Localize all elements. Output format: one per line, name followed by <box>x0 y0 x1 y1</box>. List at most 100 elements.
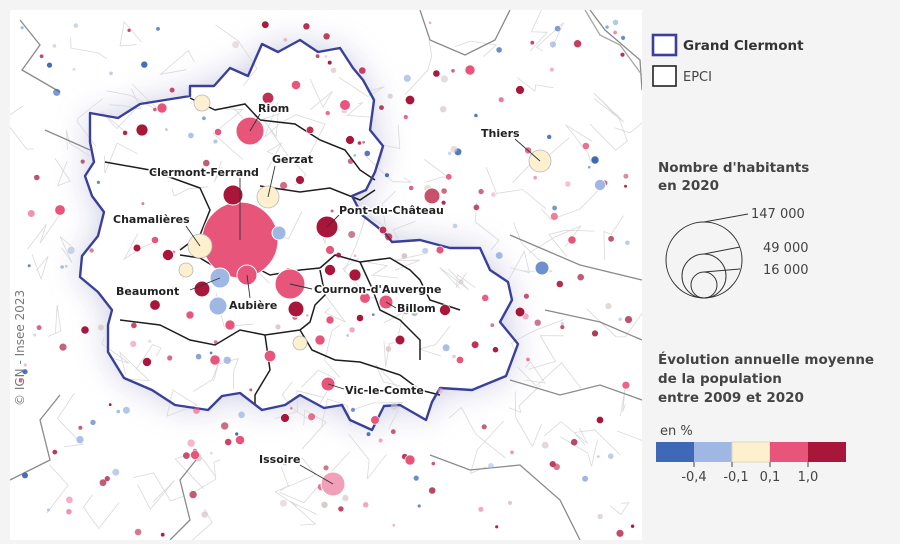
commune-dot <box>141 202 145 206</box>
commune-dot <box>495 525 499 529</box>
commune-bubble <box>378 225 388 235</box>
commune-dot <box>280 181 288 190</box>
commune-dot <box>390 403 398 410</box>
commune-dot <box>213 340 218 344</box>
commune-dot <box>474 113 478 118</box>
label-clermont-ferrand: Clermont-Ferrand <box>149 166 259 179</box>
commune-dot <box>321 501 328 508</box>
commune-dot <box>156 27 160 31</box>
label-pont-du-chateau: Pont-du-Château <box>339 204 444 217</box>
legend-size-value-large: 147 000 <box>751 207 805 222</box>
commune-dot <box>565 181 571 187</box>
external-boundaries <box>10 10 642 540</box>
commune-dot <box>530 40 535 45</box>
legend-break-4: 1,0 <box>798 470 819 485</box>
commune-bubble <box>435 245 445 255</box>
commune-dot <box>141 288 146 293</box>
commune-dot <box>582 142 590 150</box>
commune-bubble <box>235 435 245 445</box>
commune-dot <box>275 324 281 330</box>
commune-dot <box>442 344 450 352</box>
legend-class-swatch-3 <box>731 441 771 463</box>
commune-dot <box>553 463 560 471</box>
commune-dot <box>303 23 310 30</box>
commune-dot <box>549 41 557 48</box>
bubble-lempdes-blue <box>271 225 287 241</box>
commune-dot <box>282 460 288 466</box>
commune-dot <box>411 309 418 316</box>
legend-perimeter-label: Grand Clermont <box>683 38 804 54</box>
commune-dot <box>325 110 330 116</box>
place-bubble-aubiere[interactable] <box>208 296 228 316</box>
legend-break-3: 0,1 <box>760 470 781 485</box>
commune-bubble <box>151 236 159 244</box>
commune-dot <box>478 506 484 512</box>
commune-dot <box>385 346 392 352</box>
legend-size-circle-small <box>690 271 718 299</box>
commune-bubble <box>324 264 336 276</box>
commune-dot <box>153 107 157 112</box>
commune-dot <box>541 441 549 449</box>
commune-dot <box>433 70 440 77</box>
commune-dot <box>52 449 58 455</box>
commune-dot <box>232 41 240 49</box>
bubble-east-blue <box>534 260 550 276</box>
commune-dot <box>552 205 557 211</box>
commune-dot <box>165 128 168 131</box>
commune-dot <box>134 528 142 536</box>
commune-dot <box>451 69 455 73</box>
commune-dot <box>193 407 200 414</box>
commune-dot <box>323 33 330 40</box>
commune-dot <box>89 248 94 253</box>
commune-dot <box>261 21 269 29</box>
legend-evolution-unit: en % <box>660 424 693 439</box>
commune-bubble <box>348 268 362 282</box>
label-chamalieres: Chamalières <box>113 213 190 226</box>
commune-dot <box>362 140 365 144</box>
commune-dot <box>308 413 316 421</box>
commune-bubble <box>455 355 464 364</box>
commune-bubble <box>439 304 451 316</box>
commune-dot <box>336 252 342 258</box>
commune-dot <box>550 212 558 220</box>
commune-bubble <box>149 299 161 311</box>
legend-epci-swatch <box>652 65 677 87</box>
commune-dot <box>510 450 514 455</box>
commune-dot <box>491 192 496 197</box>
commune-dot <box>371 313 375 316</box>
commune-dot <box>549 67 554 72</box>
commune-bubble <box>263 349 276 362</box>
grand-clermont-perimeter <box>78 38 520 432</box>
label-thiers: Thiers <box>481 127 520 140</box>
commune-dot <box>612 19 619 26</box>
commune-dot <box>473 204 480 211</box>
commune-dot <box>323 465 329 471</box>
commune-dot <box>20 26 24 30</box>
commune-dot <box>160 532 165 537</box>
commune-dot <box>533 175 537 180</box>
place-labels: Riom Gerzat Clermont-Ferrand Pont-du-Châ… <box>112 101 522 468</box>
commune-dot <box>547 134 552 140</box>
commune-dot <box>618 317 622 321</box>
commune-dot <box>570 438 578 446</box>
commune-dot <box>625 240 630 246</box>
commune-dot <box>392 524 396 527</box>
commune-dot <box>188 132 194 139</box>
commune-bubble <box>142 357 152 367</box>
legend-break-2: -0,1 <box>723 470 748 485</box>
commune-bubble <box>370 415 380 425</box>
commune-dot <box>359 67 366 74</box>
commune-dot <box>471 341 479 349</box>
commune-dot <box>39 54 44 59</box>
commune-dot <box>131 322 137 329</box>
commune-dot <box>556 280 564 288</box>
commune-dot <box>36 325 42 331</box>
commune-dot <box>33 333 37 337</box>
commune-bubble <box>567 235 577 245</box>
commune-dot <box>450 145 458 153</box>
legend-epci-label: EPCI <box>683 70 712 85</box>
commune-dot <box>496 47 502 53</box>
commune-dot <box>306 314 309 317</box>
commune-bubble <box>404 454 416 466</box>
